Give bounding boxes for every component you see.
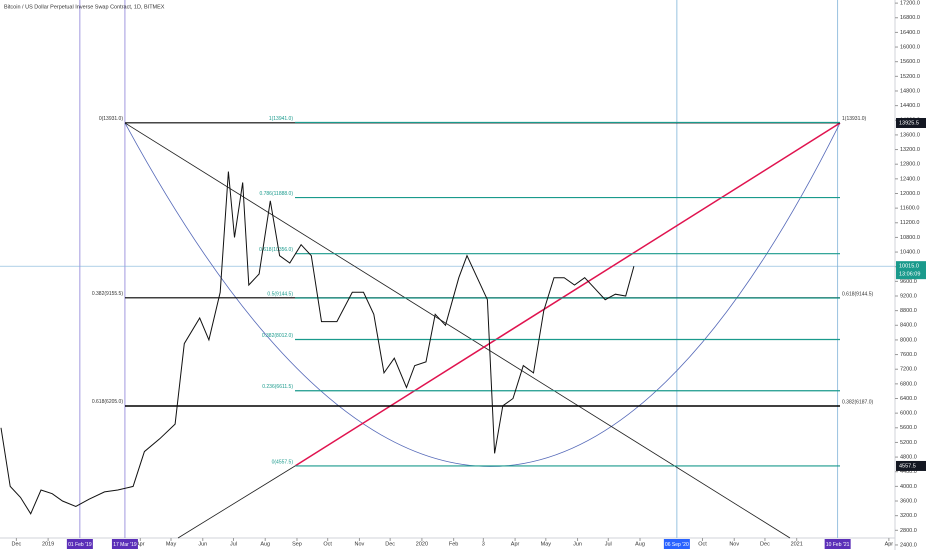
x-tick-label: Oct: [698, 541, 707, 547]
date-marker-box: [111, 539, 138, 549]
price-line: [0, 171, 635, 515]
y-tick-label: 15600.0: [900, 59, 920, 65]
x-tick-label: Apr: [511, 541, 520, 547]
price-label: 4557.5: [899, 463, 916, 469]
trend-line: [124, 122, 791, 539]
price-label: 10015.0: [899, 264, 919, 270]
date-marker-box: [663, 539, 690, 549]
y-tick-label: 12000.0: [900, 191, 920, 197]
fib-label: 0.786(11888.0): [259, 191, 293, 197]
y-tick-label: 4000.0: [900, 484, 917, 490]
fib-label: 0.382(6187.0): [842, 400, 873, 406]
x-tick-label: Dec: [385, 541, 395, 547]
y-tick-label: 8400.0: [900, 323, 917, 329]
x-tick-label: May: [166, 541, 177, 547]
x-tick-label: Dec: [11, 541, 21, 547]
fib-label: 0.382(8012.0): [262, 333, 293, 339]
y-tick-label: 7600.0: [900, 352, 917, 358]
y-tick-label: 9600.0: [900, 279, 917, 285]
y-tick-label: 6000.0: [900, 411, 917, 417]
x-tick-label: May: [541, 541, 552, 547]
y-tick-label: 7200.0: [900, 367, 917, 373]
y-tick-label: 5600.0: [900, 425, 917, 431]
y-tick-label: 12800.0: [900, 162, 920, 168]
y-tick-label: 13600.0: [900, 132, 920, 138]
date-marker-box: [824, 539, 851, 549]
trend-line: [294, 122, 841, 467]
y-tick-label: 8000.0: [900, 337, 917, 343]
x-tick-label: Aug: [635, 541, 645, 547]
y-tick-label: 16000.0: [900, 44, 920, 50]
x-tick-label: Jun: [198, 541, 207, 547]
y-tick-label: 2800.0: [900, 528, 917, 534]
y-tick-label: 16800.0: [900, 15, 920, 21]
price-label-box: [896, 460, 926, 471]
y-tick-label: 14800.0: [900, 88, 920, 94]
y-tick-label: 13200.0: [900, 147, 920, 153]
y-tick-label: 4800.0: [900, 455, 917, 461]
y-tick-label: 14400.0: [900, 103, 920, 109]
y-tick-label: 3200.0: [900, 513, 917, 519]
x-tick-label: Oct: [323, 541, 332, 547]
y-tick-label: 16400.0: [900, 30, 920, 36]
x-tick-label: Apr: [136, 541, 145, 547]
fib-label: 0.618(10356.0): [259, 247, 293, 253]
y-tick-label: 10400.0: [900, 250, 920, 256]
price-label: 13925.5: [899, 120, 919, 126]
fib-label: 0.618(9144.5): [842, 291, 873, 297]
date-marker-label: 01 Feb '19: [68, 542, 92, 548]
trend-line: [177, 465, 296, 539]
x-tick-label: Nov: [355, 541, 365, 547]
date-marker-label: 06 Sep '20: [665, 542, 689, 548]
fib-label: 1(13931.0): [842, 116, 867, 122]
fib-label: 0.382(9155.5): [92, 291, 123, 297]
x-tick-label: 2020: [416, 541, 428, 547]
y-tick-label: 2400.0: [900, 542, 917, 548]
y-tick-label: 4400.0: [900, 469, 917, 475]
fib-label: 1(13941.0): [269, 116, 294, 122]
y-tick-label: 11600.0: [900, 206, 919, 212]
fib-label: 0.236(6611.5): [262, 384, 293, 390]
y-tick-label: 3600.0: [900, 498, 917, 504]
fib-label: 0.618(6205.0): [92, 399, 123, 405]
x-tick-label: Jul: [605, 541, 612, 547]
price-label-box: [896, 261, 926, 280]
x-tick-label: Nov: [729, 541, 739, 547]
fib-label: 0.5(9144.5): [267, 291, 293, 297]
x-tick-label: Jul: [230, 541, 237, 547]
x-tick-label: Dec: [760, 541, 770, 547]
date-marker-label: 10 Feb '21: [826, 542, 850, 548]
x-tick-label: 3: [482, 541, 485, 547]
x-tick-label: Sep: [292, 541, 302, 547]
y-tick-label: 12400.0: [900, 176, 920, 182]
date-marker-box: [66, 539, 93, 549]
y-tick-label: 8800.0: [900, 308, 917, 314]
fib-label: 0(13931.0): [99, 116, 124, 122]
x-tick-label: Apr: [885, 541, 894, 547]
y-tick-label: 5200.0: [900, 440, 917, 446]
y-tick-label: 6400.0: [900, 396, 917, 402]
y-tick-label: 17200.0: [900, 1, 920, 7]
x-tick-label: 2021: [791, 541, 803, 547]
x-tick-label: Aug: [260, 541, 270, 547]
chart-title: Bitcoin / US Dollar Perpetual Inverse Sw…: [4, 4, 165, 10]
price-label-box: [896, 117, 926, 128]
y-tick-label: 6800.0: [900, 381, 917, 387]
x-tick-label: Feb: [449, 541, 458, 547]
y-tick-label: 10800.0: [900, 235, 920, 241]
y-tick-label: 9200.0: [900, 293, 917, 299]
y-tick-label: 15200.0: [900, 74, 920, 80]
date-marker-label: 17 Mar '19: [113, 542, 137, 548]
y-tick-label: 11200.0: [900, 220, 919, 226]
fib-label: 0(4557.5): [272, 459, 294, 465]
x-tick-label: 2019: [42, 541, 54, 547]
price-time-label: 13:06:09: [899, 272, 920, 278]
x-tick-label: Jun: [573, 541, 582, 547]
